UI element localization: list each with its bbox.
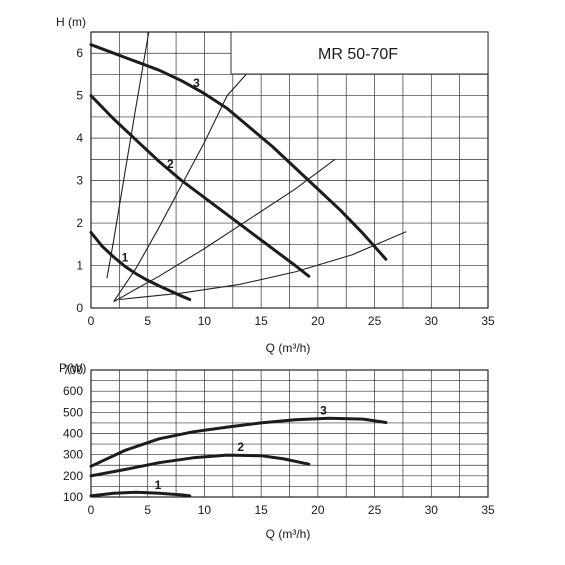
head-x-tick: 15: [254, 314, 268, 328]
power-curve-labels: 1 2 3: [155, 403, 328, 492]
power-grid: [90, 369, 489, 498]
power-curve-label-3: 3: [320, 403, 327, 417]
power-y-tick: 700: [63, 363, 83, 377]
head-x-tick: 30: [425, 314, 439, 328]
head-y-tick: 2: [76, 216, 83, 230]
power-x-tick: 15: [254, 503, 268, 517]
head-x-tick: 10: [198, 314, 212, 328]
power-curve-label-1: 1: [155, 478, 162, 492]
head-y-tick: 1: [76, 259, 83, 273]
system-curve-1: [106, 31, 150, 279]
head-series-1: [89, 230, 192, 301]
head-curve-label-2: 2: [167, 157, 174, 171]
power-y-tick: 600: [63, 384, 83, 398]
power-y-tick: 100: [63, 490, 83, 504]
head-chart: 1 2 3 0 5 10 15 20 25 30 35 0 1 2 3 4 5 6 MR 50-70F H (…: [56, 15, 495, 355]
power-x-ticks: 0 5 10 15 20 25 30 35: [88, 503, 495, 517]
power-y-tick: 300: [63, 448, 83, 462]
head-series-3: [89, 43, 388, 261]
head-chart-title: MR 50-70F: [318, 46, 398, 63]
power-y-axis-title: P(W): [59, 361, 86, 375]
head-x-tick: 20: [311, 314, 325, 328]
head-y-tick: 4: [76, 131, 83, 145]
power-y-tick: 200: [63, 469, 83, 483]
power-series: [89, 416, 388, 498]
head-series-2: [89, 94, 311, 278]
head-series: [89, 43, 388, 301]
system-curve-2: [113, 69, 251, 302]
head-y-tick: 3: [76, 174, 83, 188]
head-system-curves: [106, 31, 407, 303]
head-x-ticks: 0 5 10 15 20 25 30 35: [88, 314, 495, 328]
power-x-tick: 30: [425, 503, 439, 517]
power-series-3: [89, 416, 388, 468]
head-curve-labels: 1 2 3: [122, 76, 200, 264]
head-y-axis-title: H (m): [56, 15, 86, 29]
power-series-2: [89, 453, 311, 478]
power-x-tick: 35: [481, 503, 495, 517]
head-x-axis-title: Q (m³/h): [266, 341, 311, 355]
power-chart: 1 2 3 0 5 10 15 20 25 30 35 100 200 300 400 500 600 700…: [59, 361, 495, 541]
power-series-1: [89, 490, 192, 498]
power-x-tick: 5: [144, 503, 151, 517]
plot-frame: [90, 369, 489, 498]
power-x-tick: 10: [198, 503, 212, 517]
head-x-tick: 35: [481, 314, 495, 328]
power-x-tick: 0: [88, 503, 95, 517]
head-x-tick: 25: [368, 314, 382, 328]
system-curve-4: [119, 231, 407, 301]
head-curve-label-1: 1: [122, 250, 129, 264]
power-x-tick: 20: [311, 503, 325, 517]
head-x-tick: 0: [88, 314, 95, 328]
power-y-ticks: 100 200 300 400 500 600 700: [63, 363, 83, 504]
power-curve-label-2: 2: [237, 440, 244, 454]
power-y-tick: 500: [63, 405, 83, 419]
power-y-tick: 400: [63, 427, 83, 441]
model-title-box: [230, 31, 489, 75]
head-y-tick: 6: [76, 46, 83, 60]
head-curve-label-3: 3: [193, 76, 200, 90]
head-x-tick: 5: [144, 314, 151, 328]
system-curve-3: [113, 158, 336, 303]
head-y-ticks: 0 1 2 3 4 5 6: [76, 46, 83, 315]
power-x-tick: 25: [368, 503, 382, 517]
power-x-axis-title: Q (m³/h): [266, 527, 311, 541]
head-y-tick: 0: [76, 301, 83, 315]
head-y-tick: 5: [76, 89, 83, 103]
